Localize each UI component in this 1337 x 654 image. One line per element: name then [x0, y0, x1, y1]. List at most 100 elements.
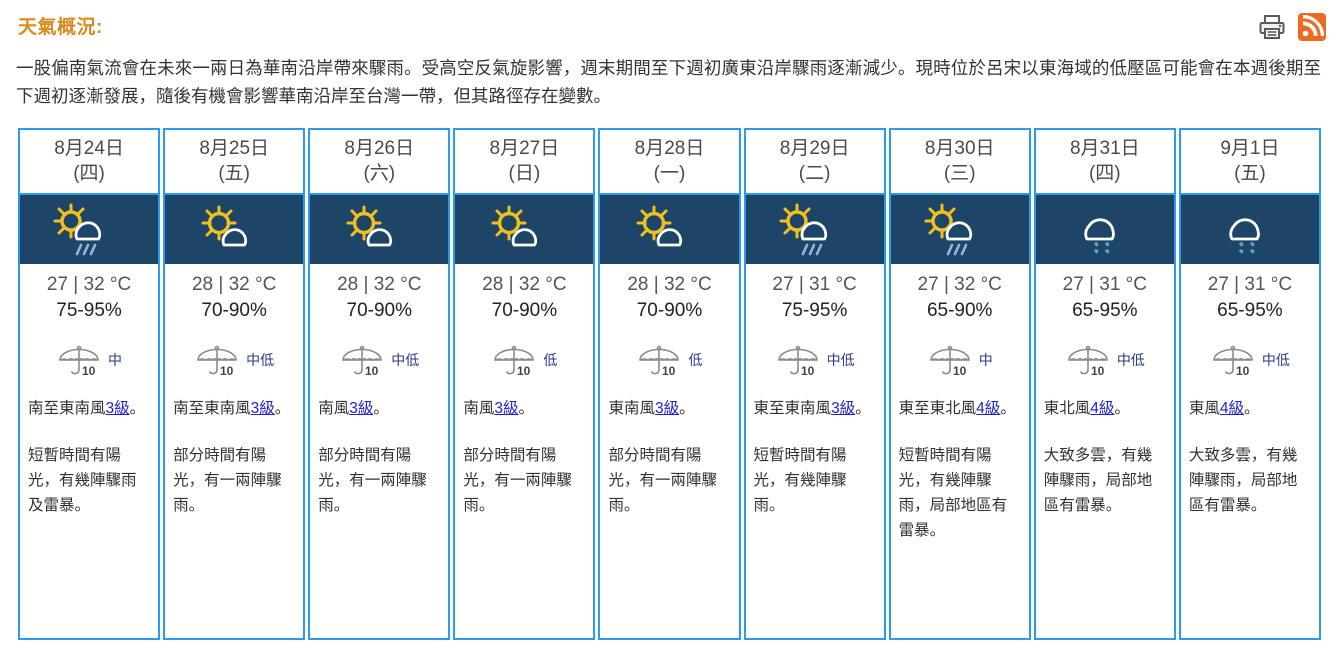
probability-of-rain: 10 中低	[310, 322, 448, 382]
forecast-date-text: 8月30日	[924, 138, 995, 159]
temperature-range: 28 | 32 °C	[627, 274, 712, 295]
forecast-weekday-text: (二)	[798, 163, 831, 184]
page-title: 天氣概況:	[18, 17, 103, 38]
forecast-date-text: 8月27日	[489, 138, 560, 159]
svg-text:10: 10	[662, 364, 676, 378]
forecast-weekday-text: (四)	[1088, 163, 1121, 184]
wind-description: 南至東南風3級。	[20, 382, 158, 421]
humidity-range: 75-95%	[781, 300, 848, 321]
forecast-description: 大致多雲，有幾陣驟雨，局部地區有雷暴。	[1188, 447, 1298, 514]
forecast-date: 8月27日 (日)	[455, 130, 594, 195]
umbrella-icon: 10	[777, 345, 818, 378]
umbrella-icon: 10	[929, 345, 970, 378]
wind-description: 南風3級。	[310, 382, 448, 421]
forecast-weekday-text: (一)	[653, 163, 686, 184]
weather-icon-panel	[165, 195, 304, 264]
sun-cloud-icon	[346, 205, 393, 246]
forecast-day-column: 8月31日 (四) 27 | 31 °C 65-95%	[1033, 128, 1176, 640]
forecast-day-column: 8月30日 (三) 27 | 3	[888, 128, 1031, 640]
forecast-description: 短暫時間有陽光，有幾陣驟雨，局部地區有雷暴。	[898, 447, 1008, 539]
probability-of-rain: 10 中	[20, 322, 158, 382]
wind-suffix-text: 。	[679, 400, 695, 417]
rain-probability-level: 中	[108, 352, 123, 368]
forecast-description: 短暫時間有陽光，有幾陣驟雨。	[753, 447, 847, 514]
humidity-range: 70-90%	[491, 300, 558, 321]
svg-text:10: 10	[365, 364, 379, 378]
wind-suffix-text: 。	[518, 400, 534, 417]
wind-force-link[interactable]: 3級	[494, 400, 519, 417]
probability-of-rain: 10 中低	[746, 322, 884, 382]
forecast-weekday-text: (三)	[943, 163, 976, 184]
sun-cloud-rain-icon	[924, 203, 972, 255]
wind-direction-text: 南風	[318, 400, 350, 417]
svg-text:10: 10	[1236, 364, 1250, 378]
forecast-date: 8月26日 (六)	[310, 130, 449, 195]
page-action-icons	[1257, 12, 1327, 42]
cloud-rain-icon	[1229, 217, 1260, 254]
temperature-range: 27 | 32 °C	[917, 274, 1002, 295]
forecast-day-column: 8月25日 (五) 28 | 32 °C 70-90%	[163, 128, 306, 640]
svg-text:10: 10	[801, 364, 815, 378]
svg-text:10: 10	[953, 364, 967, 378]
rain-probability-level: 中低	[1116, 352, 1145, 368]
wind-force-link[interactable]: 3級	[349, 400, 374, 417]
sun-cloud-icon	[491, 205, 538, 246]
wind-force-link[interactable]: 3級	[105, 400, 130, 417]
forecast-date: 8月28日 (一)	[600, 130, 739, 195]
wind-direction-text: 東北風	[1043, 400, 1091, 417]
forecast-date-text: 8月31日	[1069, 138, 1140, 159]
umbrella-icon: 10	[1068, 345, 1108, 378]
rain-probability-level: 中低	[826, 352, 855, 368]
forecast-date: 8月30日 (三)	[890, 130, 1029, 195]
forecast-weekday-text: (四)	[73, 163, 105, 184]
wind-force-link[interactable]: 3級	[831, 400, 856, 417]
probability-of-rain: 10 低	[600, 322, 738, 382]
temperature-range: 28 | 32 °C	[191, 274, 277, 295]
rain-probability-level: 中低	[1261, 352, 1290, 368]
umbrella-icon: 10	[342, 345, 383, 378]
weather-icon-panel	[745, 195, 884, 264]
wind-suffix-text: 。	[274, 400, 291, 417]
wind-suffix-text: 。	[1000, 400, 1016, 417]
wind-description: 東至東北風4級。	[891, 382, 1029, 421]
wind-suffix-text: 。	[373, 400, 389, 417]
forecast-date-text: 8月28日	[634, 138, 705, 159]
wind-force-link[interactable]: 3級	[250, 400, 275, 417]
wind-force-link[interactable]: 4級	[1219, 400, 1245, 417]
wind-direction-text: 南至東南風	[173, 400, 251, 417]
forecast-day-column: 8月28日 (一) 28 | 32 °C 70-90%	[598, 128, 741, 640]
forecast-description: 部分時間有陽光，有一兩陣驟雨。	[463, 447, 572, 514]
sun-cloud-icon	[636, 205, 683, 246]
forecast-date: 8月29日 (二)	[745, 130, 884, 195]
humidity-range: 70-90%	[346, 300, 413, 321]
weather-icon-panel	[890, 195, 1029, 264]
rain-probability-level: 低	[688, 352, 703, 368]
wind-direction-text: 東至東南風	[753, 400, 832, 417]
forecast-description: 短暫時間有陽光，有幾陣驟雨及雷暴。	[28, 447, 137, 514]
nine-day-forecast-strip: 8月24日 (四) 27 | 3	[18, 128, 1321, 640]
weather-icon-panel	[1035, 195, 1174, 264]
humidity-range: 65-90%	[926, 300, 993, 321]
wind-force-link[interactable]: 4級	[976, 400, 1001, 417]
weather-icon-panel	[600, 195, 739, 264]
humidity-range: 70-90%	[201, 300, 267, 321]
rain-probability-level: 中	[978, 352, 993, 368]
probability-of-rain: 10 中	[891, 322, 1029, 382]
forecast-description: 部分時間有陽光，有一兩陣驟雨。	[608, 447, 717, 514]
printer-icon[interactable]	[1257, 12, 1287, 42]
weather-summary-text: 一股偏南氣流會在未來一兩日為華南沿岸帶來驟雨。受高空反氣旋影響，週末期間至下週初…	[16, 58, 1321, 106]
svg-text:10: 10	[82, 364, 96, 378]
wind-force-link[interactable]: 3級	[654, 400, 680, 417]
wind-direction-text: 東風	[1188, 400, 1220, 417]
forecast-day-column: 8月24日 (四) 27 | 3	[18, 128, 161, 640]
humidity-range: 70-90%	[636, 300, 703, 321]
humidity-range: 75-95%	[56, 300, 122, 321]
wind-force-link[interactable]: 4級	[1090, 400, 1115, 417]
umbrella-icon: 10	[59, 345, 99, 378]
wind-description: 南風3級。	[455, 382, 593, 421]
rss-icon[interactable]	[1297, 12, 1327, 42]
umbrella-icon: 10	[494, 345, 535, 378]
forecast-day-column: 8月26日 (六) 28 | 32 °C 70-90%	[308, 128, 451, 640]
rain-probability-level: 中低	[391, 352, 420, 368]
